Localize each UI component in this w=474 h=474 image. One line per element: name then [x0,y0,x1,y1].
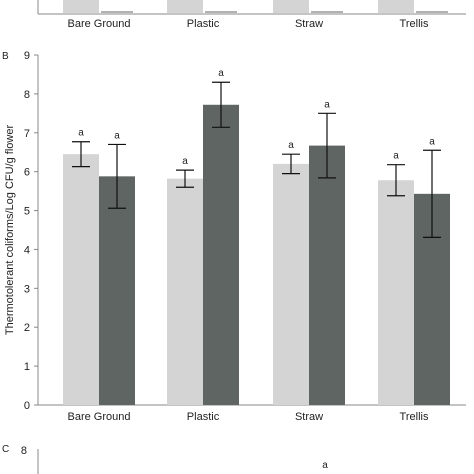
y-tick-label: 1 [24,361,30,373]
panel-letter-b: B [2,51,9,62]
bars: a a a a a a a a [63,68,450,406]
bar [203,104,239,406]
y-tick-label: 7 [24,128,30,140]
bar [273,163,309,405]
panel-letter-c: C [2,444,9,455]
panel-c-sig-label: a [322,460,328,471]
y-tick-label: 6 [24,167,30,179]
bar [99,176,135,405]
bar [63,154,99,405]
y-tick-label: 3 [24,283,30,295]
y-tick-label: 2 [24,322,30,334]
significance-label: a [78,128,84,139]
panel-a-bar [378,0,414,13]
significance-label: a [114,130,120,141]
panel-a-x-tick-label: Plastic [187,18,220,30]
significance-label: a [324,99,330,110]
y-tick-label: 4 [24,244,30,256]
y-tick-label: 5 [24,206,30,218]
y-tick-label: 9 [24,50,30,62]
panel-a-bar [167,0,203,13]
bar [167,178,203,405]
significance-label: a [393,151,399,162]
y-axis-ticks: 0 1 2 3 4 5 6 7 8 9 [24,50,38,412]
significance-label: a [429,136,435,147]
x-axis-labels: Bare Ground Plastic Straw Trellis [68,411,429,423]
panel-a-x-tick-label: Trellis [400,18,429,30]
significance-label: a [288,140,294,151]
x-tick-label: Trellis [400,411,429,423]
panel-b-chart: 0 1 2 3 4 5 6 7 8 9 a a a a a a a a Bare Ground Plastic St… [4,50,466,423]
bar [309,145,345,405]
bar [378,180,414,405]
significance-label: a [182,156,188,167]
panel-a-bar [63,0,99,13]
panel-a-x-tick-label: Straw [295,18,323,30]
x-tick-label: Plastic [187,411,220,423]
y-axis-title: Thermotolerant coliforms/Log CFU/g flowe… [4,125,16,336]
panel-a-x-tick-label: Bare Ground [68,18,131,30]
y-tick-label: 8 [24,89,30,101]
panel-a-remnant: Bare Ground Plastic Straw Trellis [37,0,466,30]
significance-label: a [218,68,224,79]
x-tick-label: Bare Ground [68,411,131,423]
panel-a-bar [273,0,309,13]
y-tick-label: 0 [24,400,30,412]
x-tick-label: Straw [295,411,323,423]
panel-c-y-tick: 8 [21,445,27,457]
